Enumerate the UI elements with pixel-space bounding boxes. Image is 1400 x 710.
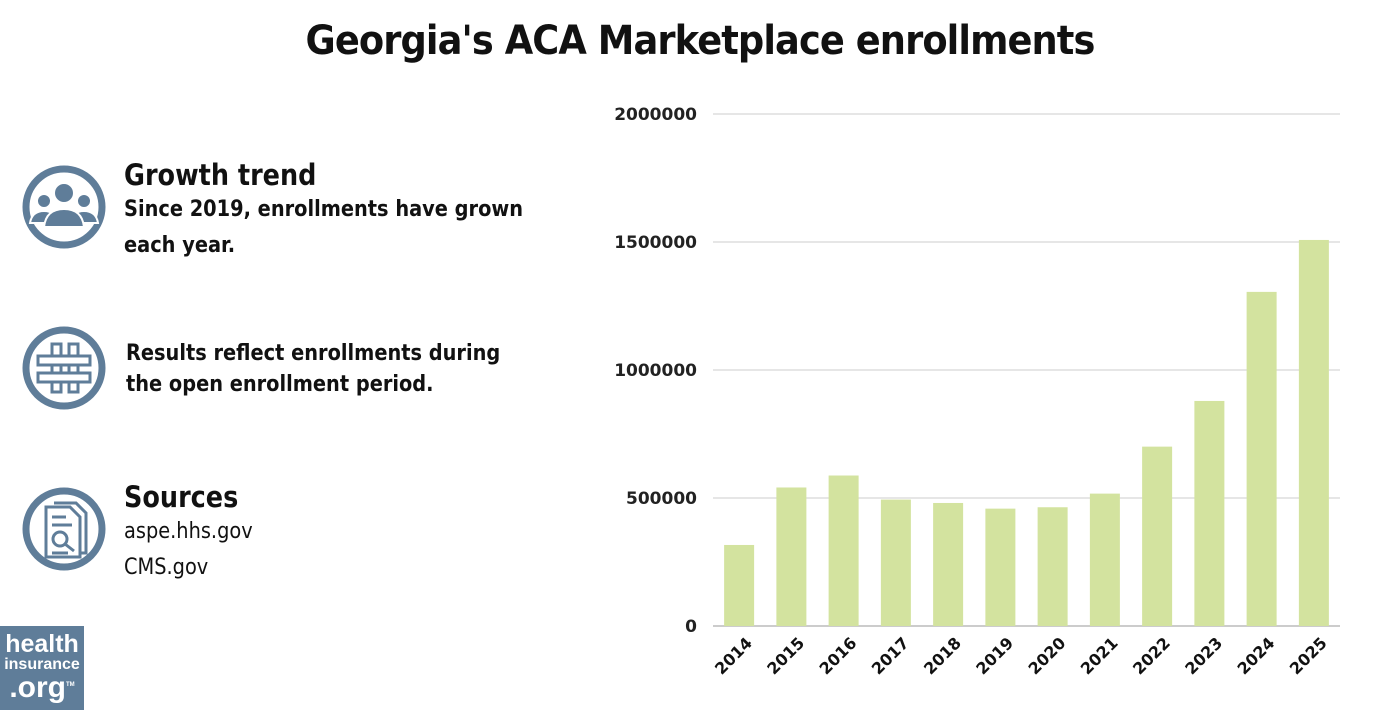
bar: [933, 502, 964, 626]
source-link[interactable]: CMS.gov: [124, 555, 209, 580]
note-text: Since 2019, enrollments have grown each …: [124, 197, 524, 258]
bar: [1142, 446, 1173, 626]
people-group-icon: [22, 165, 106, 249]
x-tick-label: 2024: [1234, 633, 1279, 678]
x-tick-label: 2020: [1025, 633, 1070, 678]
y-tick-label: 0: [685, 617, 697, 637]
x-tick-label: 2016: [816, 633, 861, 678]
logo-text: .orgTM: [9, 671, 75, 704]
note-heading: Growth trend: [124, 158, 317, 192]
bar: [828, 475, 859, 626]
x-tick-label: 2017: [868, 633, 913, 678]
x-tick-label: 2015: [763, 633, 808, 678]
x-tick-label: 2023: [1181, 633, 1226, 678]
y-tick-label: 1500000: [614, 233, 697, 253]
bar: [1037, 507, 1068, 626]
bar: [880, 499, 911, 626]
bar: [1089, 493, 1120, 626]
document-search-icon: [22, 487, 106, 571]
note-text: Results reflect enrollments during the o…: [126, 341, 501, 397]
bar: [985, 508, 1016, 626]
source-link[interactable]: aspe.hhs.gov: [124, 519, 253, 544]
x-tick-label: 2019: [972, 633, 1017, 678]
chart-title: Georgia's ACA Marketplace enrollments: [305, 18, 1096, 64]
note-sources: Sources aspe.hhs.gov CMS.gov: [124, 480, 253, 586]
y-tick-label: 1000000: [614, 361, 697, 381]
hashtag-icon: [22, 326, 106, 410]
note-growth: Growth trend Since 2019, enrollments hav…: [124, 158, 546, 264]
logo-text: insurance: [4, 656, 80, 673]
x-tick-label: 2025: [1286, 633, 1331, 678]
x-tick-label: 2014: [711, 633, 756, 678]
bar: [1298, 239, 1329, 626]
healthinsurance-logo: health insurance .orgTM: [0, 626, 84, 710]
bar: [724, 544, 755, 626]
x-tick-label: 2021: [1077, 633, 1122, 678]
y-tick-label: 500000: [626, 489, 697, 509]
bar: [776, 487, 807, 626]
x-tick-label: 2018: [920, 633, 965, 678]
note-period: Results reflect enrollments during the o…: [126, 338, 531, 400]
x-tick-label: 2022: [1129, 633, 1174, 678]
note-heading: Sources: [124, 480, 239, 514]
y-tick-label: 2000000: [614, 105, 697, 125]
logo-text: health: [5, 630, 79, 658]
bar: [1194, 400, 1225, 626]
bar: [1246, 291, 1277, 626]
